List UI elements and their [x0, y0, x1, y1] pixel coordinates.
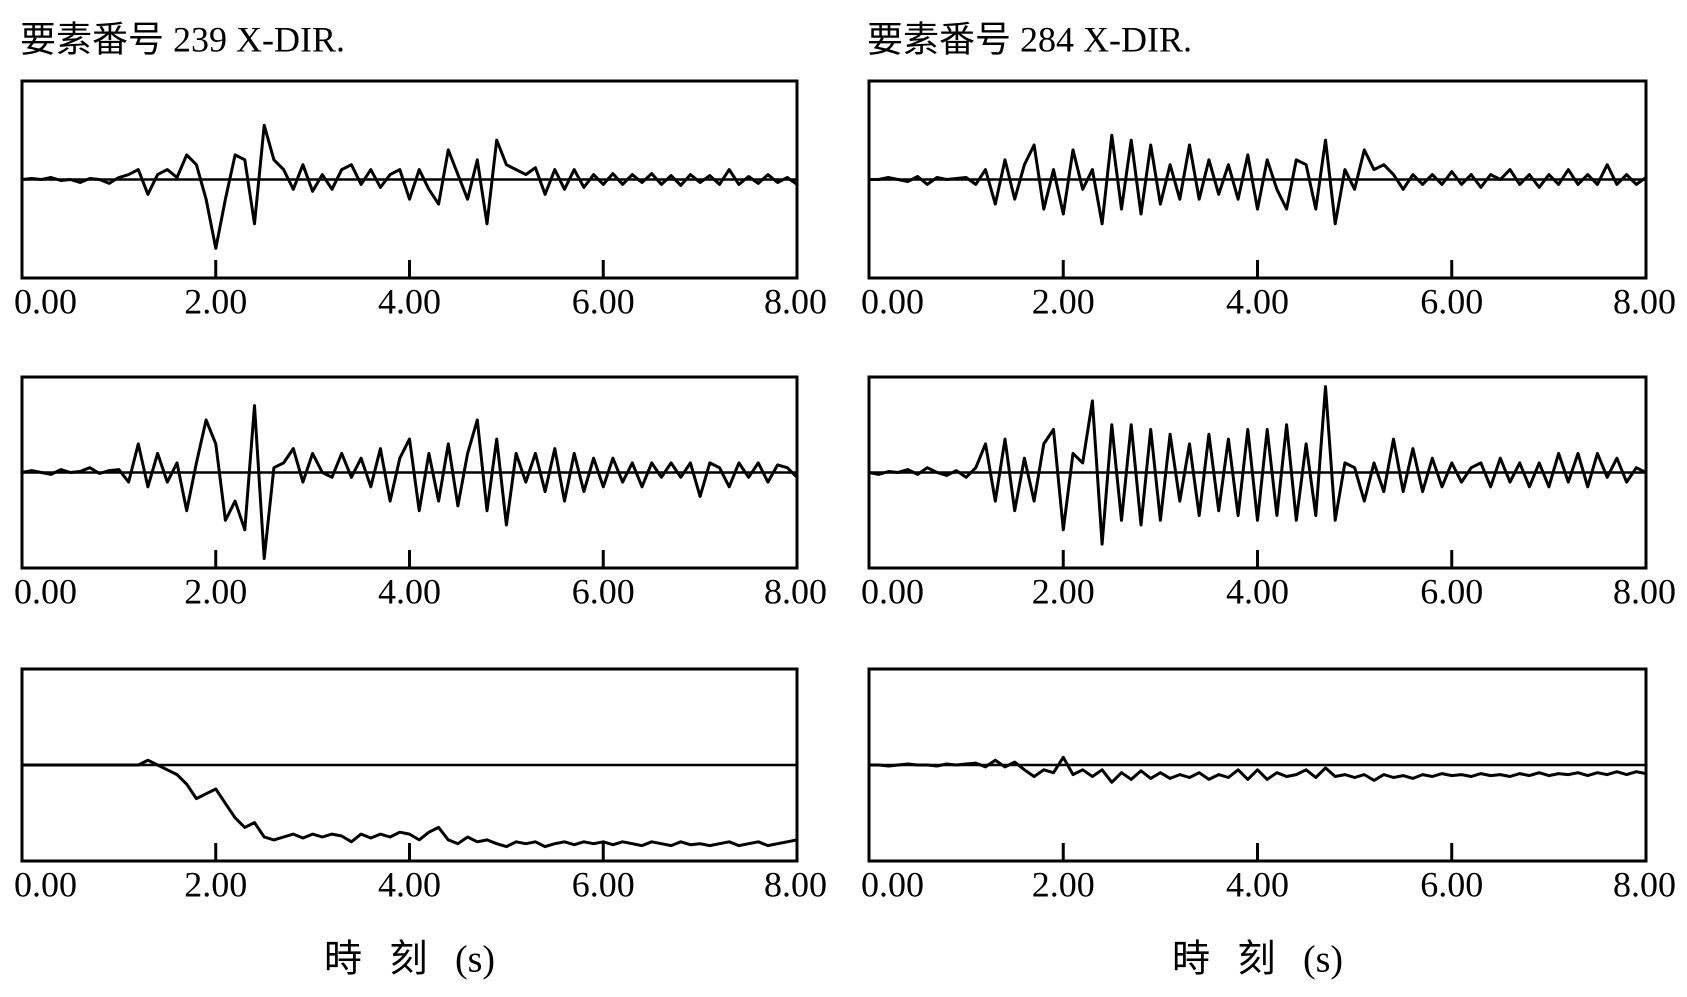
waveform: [21, 404, 799, 560]
x-tick-label: 8.00: [1613, 571, 1676, 611]
waveform: [868, 385, 1647, 546]
x-tick-label: 8.00: [1613, 864, 1676, 904]
x-tick-label: 2.00: [1032, 571, 1095, 611]
x-axis-label: 時 刻 (s): [324, 939, 495, 981]
x-tick-label: 8.00: [764, 864, 827, 904]
x-tick-label: 2.00: [184, 571, 247, 611]
panel-title: 要素番号 239 X-DIR.: [20, 19, 345, 59]
x-tick-label: 0.00: [861, 281, 924, 321]
x-tick-label: 8.00: [764, 571, 827, 611]
x-tick-label: 6.00: [572, 281, 635, 321]
x-tick-label: 4.00: [378, 281, 441, 321]
x-tick-label: 0.00: [14, 281, 77, 321]
panel-title: 要素番号 284 X-DIR.: [867, 19, 1192, 59]
x-tick-label: 2.00: [1032, 864, 1095, 904]
x-tick-label: 6.00: [572, 864, 635, 904]
x-tick-label: 4.00: [378, 864, 441, 904]
x-tick-label: 0.00: [861, 571, 924, 611]
x-tick-label: 6.00: [1420, 864, 1483, 904]
x-tick-label: 6.00: [572, 571, 635, 611]
x-tick-label: 8.00: [1613, 281, 1676, 321]
x-tick-label: 6.00: [1420, 571, 1483, 611]
x-tick-label: 2.00: [184, 864, 247, 904]
waveform: [21, 123, 798, 250]
waveform: [869, 755, 1647, 784]
x-tick-label: 4.00: [378, 571, 441, 611]
x-tick-label: 0.00: [861, 864, 924, 904]
x-tick-label: 0.00: [14, 571, 77, 611]
x-tick-label: 4.00: [1226, 281, 1289, 321]
x-tick-label: 6.00: [1420, 281, 1483, 321]
x-tick-label: 2.00: [184, 281, 247, 321]
waveform: [22, 758, 798, 849]
x-tick-label: 0.00: [14, 864, 77, 904]
x-tick-label: 4.00: [1226, 864, 1289, 904]
x-axis-label: 時 刻 (s): [1172, 939, 1343, 981]
x-tick-label: 2.00: [1032, 281, 1095, 321]
x-tick-label: 8.00: [764, 281, 827, 321]
x-tick-label: 4.00: [1226, 571, 1289, 611]
waveform: [869, 133, 1647, 226]
